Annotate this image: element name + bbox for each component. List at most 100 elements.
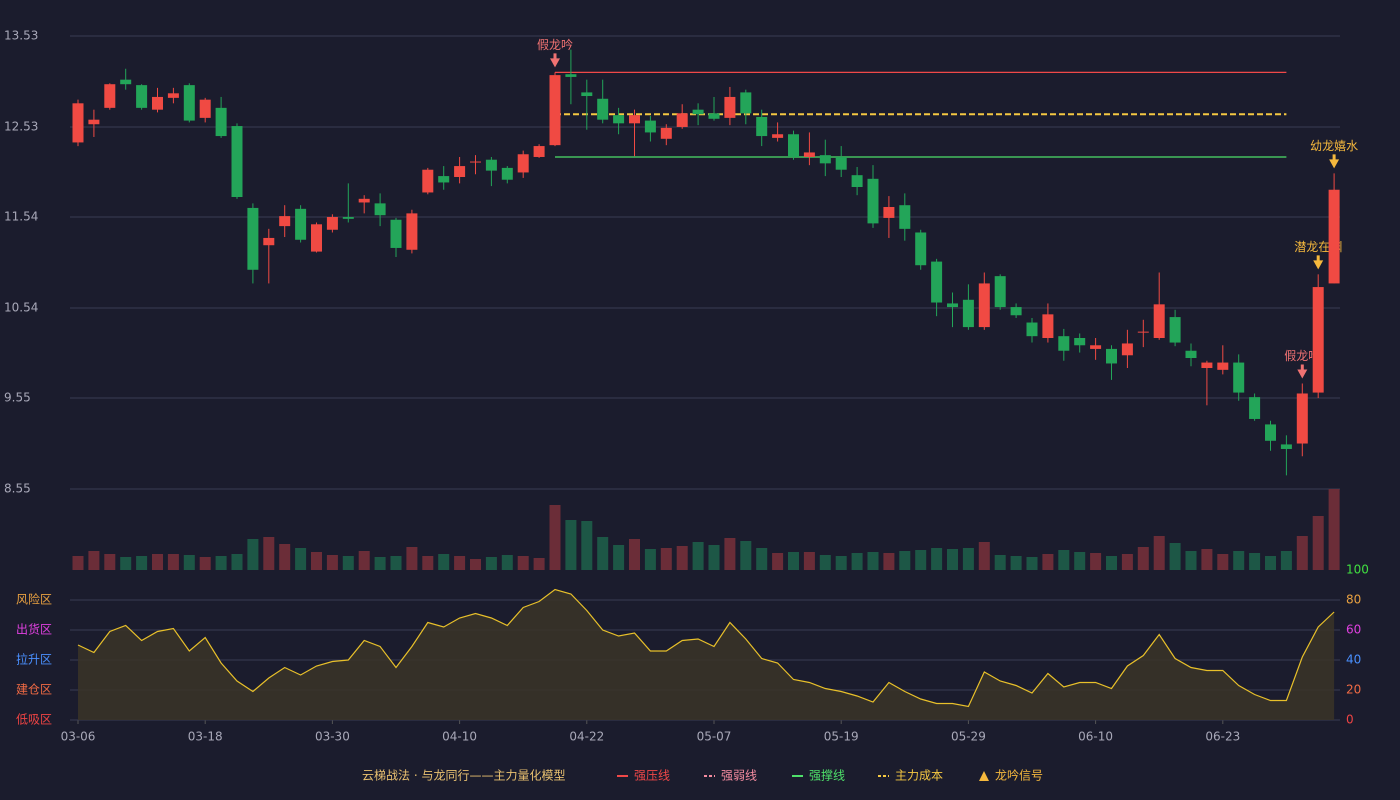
x-tick-label: 05-07 [697, 730, 732, 744]
candle-body [358, 198, 370, 203]
candle-body [581, 92, 593, 97]
volume-bar [263, 537, 275, 570]
candle-body [72, 103, 84, 143]
volume-bar [629, 539, 640, 570]
volume-bar [1296, 536, 1308, 570]
candle-body [978, 283, 990, 328]
candle-body [88, 119, 100, 125]
volume-bar [1121, 554, 1133, 570]
volume-bar [867, 552, 879, 570]
candle-body [422, 169, 434, 193]
signal-arrow [1297, 364, 1308, 379]
legend-label: 龙吟信号 [995, 768, 1043, 783]
candle-body [215, 107, 227, 137]
candle-body [470, 161, 481, 163]
volume-bar [644, 549, 656, 570]
candle-body [326, 217, 338, 230]
signal-label: 假龙吟 [537, 37, 573, 52]
x-tick-label: 04-22 [569, 730, 604, 744]
y-tick-label: 60 [1346, 623, 1361, 637]
y-tick-label: 80 [1346, 593, 1361, 607]
volume-bar [835, 556, 847, 570]
candle-body [1153, 304, 1165, 338]
candle-body [1121, 343, 1133, 356]
volume-bar [947, 549, 958, 570]
volume-bar [883, 553, 895, 570]
volume-bar [819, 555, 831, 570]
candle-body [1026, 322, 1038, 337]
volume-bar [501, 555, 513, 570]
volume-bar [549, 505, 561, 570]
candle-body [740, 92, 752, 114]
candle-body [183, 85, 195, 121]
candle-body [597, 98, 609, 120]
volume-bar [326, 555, 338, 570]
candle-body [1312, 287, 1324, 393]
candle-body [676, 113, 688, 127]
volume-bar [1233, 551, 1245, 570]
signal-arrow [1313, 255, 1324, 270]
volume-bar [1153, 536, 1165, 570]
volume-bar [454, 556, 466, 570]
volume-bar [1280, 551, 1292, 570]
candle-body [374, 203, 386, 216]
y-tick-label: 10.54 [4, 300, 38, 314]
candle-body [931, 261, 943, 303]
legend-label: 强弱线 [721, 769, 757, 783]
candle-body [231, 126, 243, 198]
candle-body [1169, 317, 1181, 343]
candle-body [788, 134, 799, 157]
volume-bar [1249, 553, 1261, 570]
volume-bar [1185, 551, 1197, 570]
volume-bar [1169, 543, 1181, 570]
candle-body [501, 167, 513, 180]
zone-label: 建仓区 [16, 683, 52, 697]
volume-bar [422, 556, 434, 570]
volume-bar [565, 520, 577, 570]
candle-body [136, 85, 148, 108]
volume-bar [915, 550, 927, 570]
volume-bar [136, 556, 148, 570]
volume-bar [199, 557, 211, 570]
volume-bar [851, 553, 863, 570]
candle-body [167, 93, 179, 98]
volume-bar [613, 545, 625, 570]
candle-body [1185, 350, 1197, 359]
candle-body [120, 79, 132, 85]
volume-bar [1312, 516, 1324, 570]
volume-bar [1058, 550, 1070, 570]
x-tick-label: 06-23 [1205, 730, 1240, 744]
candle-body [485, 159, 497, 171]
candle-body [517, 154, 529, 173]
legend-label: 强压线 [634, 769, 670, 783]
candle-body [899, 205, 911, 229]
volume-bar [104, 554, 116, 570]
volume-bar [756, 548, 768, 570]
volume-bar [1042, 554, 1054, 570]
signal-arrow [550, 53, 560, 68]
x-tick-label: 05-29 [951, 730, 986, 744]
volume-bar [231, 554, 243, 570]
x-tick-label: 04-10 [442, 730, 477, 744]
candle-body [454, 166, 466, 177]
zone-label: 拉升区 [16, 652, 52, 667]
indicator-area [78, 589, 1335, 720]
volume-bar [517, 556, 529, 570]
volume-bar [1201, 549, 1213, 570]
volume-bar [295, 548, 307, 570]
legend-label: 主力成本 [895, 769, 943, 783]
zone-label: 出货区 [16, 622, 52, 637]
volume-bar [597, 537, 609, 570]
volume-bar [183, 555, 195, 570]
volume-bar [962, 548, 974, 570]
y-tick-label: 40 [1346, 653, 1361, 667]
volume-bar [247, 539, 259, 570]
candle-body [247, 207, 259, 270]
candle-body [342, 217, 354, 219]
candle-body [692, 109, 704, 115]
candle-body [549, 75, 561, 146]
volume-bar [1217, 554, 1229, 570]
zone-label: 风险区 [16, 592, 52, 607]
indicator-line [77, 588, 1335, 708]
signal-label: 幼龙嬉水 [1310, 139, 1358, 153]
